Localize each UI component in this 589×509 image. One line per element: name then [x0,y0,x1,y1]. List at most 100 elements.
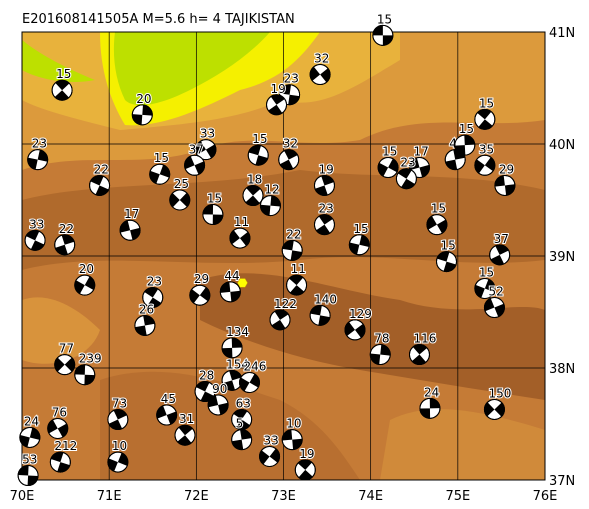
depth-label: 15 [441,239,456,253]
x-tick-label: 75E [445,489,470,504]
compression-quadrant [344,321,365,338]
depth-label: 23 [32,137,47,151]
beachball [239,372,261,394]
epicenter [237,278,248,288]
depth-label: 29 [194,272,209,286]
events: 1515203223192333153215372219151723473529… [17,11,516,487]
beachball-outline [279,84,301,106]
compression-quadrant [310,66,331,83]
depth-label: 15 [479,265,494,279]
compression-quadrant [484,402,505,417]
beachball-outline [259,445,281,467]
beachball-outline [207,394,229,416]
beachball [242,185,264,207]
depth-label: 78 [374,332,389,346]
beachball [219,281,241,303]
compression-quadrant [268,94,285,115]
compression-quadrant [411,344,428,365]
depth-label: 10 [286,417,301,431]
depth-label: 116 [413,332,436,346]
beachball-outline [231,429,253,451]
compression-quadrant [260,195,281,216]
depth-label: 26 [139,302,154,316]
x-tick-label: 71E [97,489,122,504]
beachball [309,304,331,326]
depth-label: 11 [234,215,249,229]
depth-label: 140 [314,292,337,306]
y-tick-label: 39N [549,250,575,265]
depth-label: 122 [274,297,297,311]
beachball-outline [259,195,281,217]
x-tick-label: 72E [184,489,209,504]
compression-quadrant [47,419,68,438]
y-tick-label: 37N [549,474,575,489]
beachball-outline [189,284,211,306]
beachball-outline [134,314,156,336]
y-tick-label: 41N [549,26,575,41]
beachball [221,337,243,359]
beachball [281,429,303,451]
compression-quadrant [474,279,495,298]
beachball [377,157,399,179]
depth-label: 11 [291,262,306,276]
depth-label: 32 [314,52,329,66]
beachball-outline [436,251,458,273]
depth-label: 20 [79,262,94,276]
compression-quadrant [144,287,162,308]
compression-quadrant [208,395,229,415]
depth-label: 23 [284,72,299,86]
compression-quadrant [18,465,39,486]
depth-label: 33 [29,217,44,231]
depth-label: 19 [271,82,286,96]
beachball-outline [474,108,496,130]
beachball-outline [313,214,335,236]
beachball-outline [202,204,224,226]
compression-quadrant [19,427,40,448]
depth-label: 129 [349,307,372,321]
beachball-outline [426,214,448,236]
compression-quadrant [484,298,505,317]
depth-label: 23 [147,274,162,288]
beachball-outline [489,244,511,266]
depth-label: 37 [494,232,509,246]
beachball-outline [142,286,164,308]
compression-quadrant [490,244,509,265]
beachball-outline [377,157,399,179]
compression-quadrant [169,192,190,208]
beachball [474,154,496,176]
beachball-outline [229,227,251,249]
compression-quadrant [74,364,95,385]
compression-quadrant [297,459,313,480]
beachball-outline [408,157,430,179]
depth-label: 212 [54,439,77,453]
depth-label: 15 [353,222,368,236]
compression-quadrant [233,409,250,430]
depth-label: 24 [424,385,439,399]
beachball [54,234,76,256]
compression-quadrant [271,309,289,330]
compression-quadrant [184,156,205,175]
beachball-outline [278,149,300,171]
beachball [344,319,366,341]
beachball [313,174,335,196]
beachball-outline [483,398,505,420]
compression-quadrant [279,84,300,105]
depth-label: 31 [179,412,194,426]
beachball [24,229,46,251]
beachball-outline [269,309,291,331]
beachball [278,149,300,171]
beachball-outline [51,79,73,101]
compression-quadrant [26,230,45,251]
beachball [231,429,253,451]
beachball-outline [24,229,46,251]
beachball-outline [49,451,71,473]
compression-quadrant [409,157,430,178]
beachball-outline [281,429,303,451]
beachball-outline [444,149,466,171]
compression-quadrant [445,149,466,170]
compression-quadrant [282,429,303,450]
beachball [202,204,224,226]
beachball [47,417,69,439]
compression-quadrant [426,215,447,234]
